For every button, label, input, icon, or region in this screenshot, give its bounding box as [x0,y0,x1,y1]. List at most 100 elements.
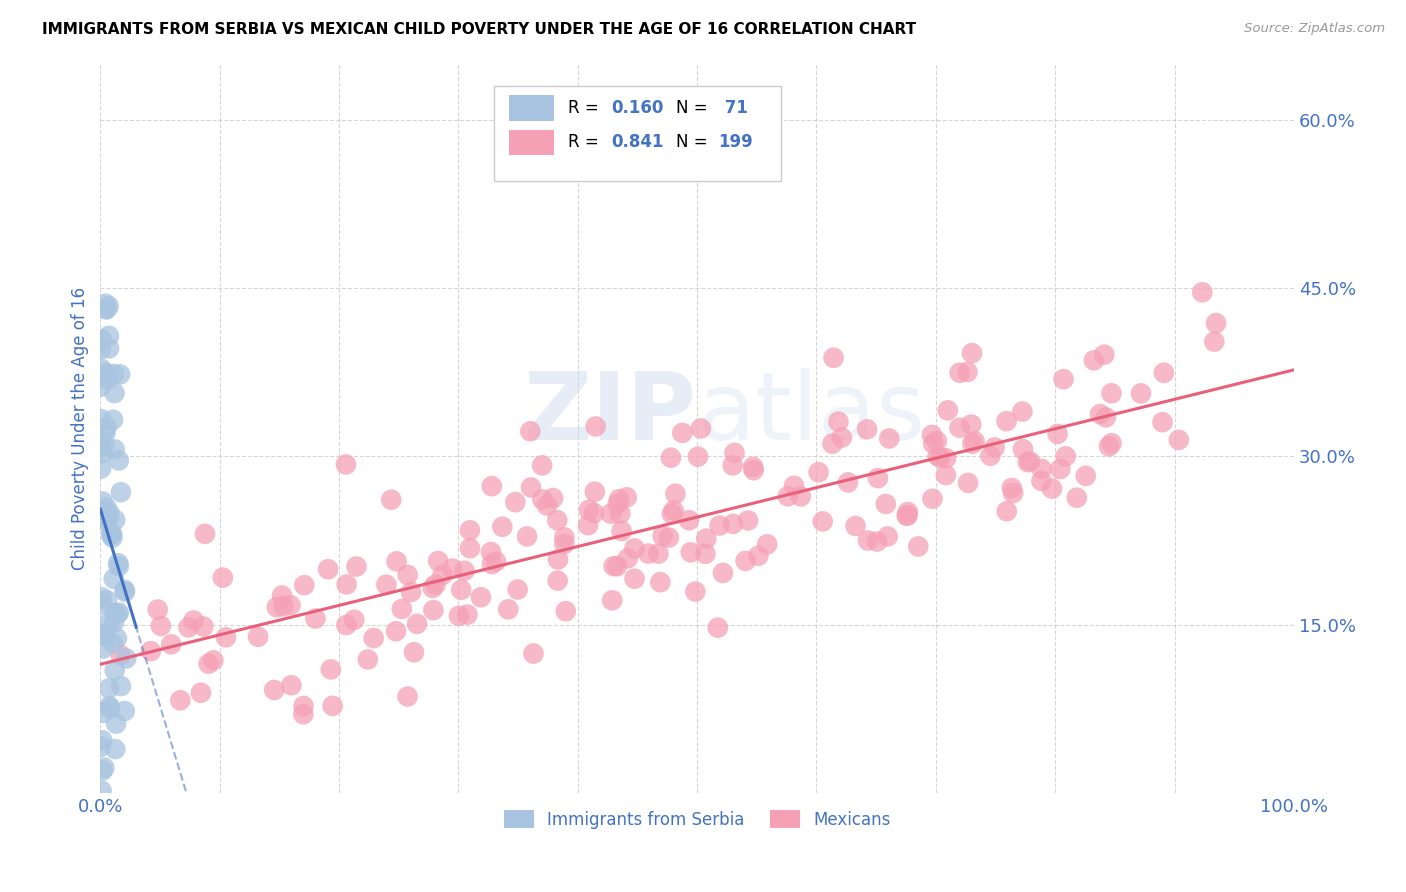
Point [685,584,707,599]
Point [89,379,111,393]
Point [90,461,112,475]
Point [396,690,419,704]
Point [1191,285,1213,300]
Point [90,597,112,611]
Point [97,372,120,386]
Point [678,513,700,527]
Point [1088,407,1111,421]
Point [927,449,949,463]
Point [149,619,172,633]
Point [546,513,568,527]
Point [606,497,628,511]
Point [458,523,481,537]
Point [957,475,980,490]
Point [522,647,544,661]
Point [578,503,600,517]
Point [811,515,834,529]
Point [647,547,669,561]
Point [747,549,769,563]
Point [90,784,112,798]
Point [96,513,118,527]
Point [1040,482,1063,496]
Point [103,572,125,586]
Point [658,531,681,545]
Point [711,566,734,580]
Point [1011,404,1033,418]
Point [935,468,957,483]
Point [963,434,986,449]
Point [90,361,112,376]
Point [516,529,538,543]
Point [104,513,127,527]
Point [583,484,606,499]
Point [936,403,959,417]
Point [661,507,683,521]
Point [607,492,630,507]
Point [103,615,125,630]
Point [110,679,132,693]
Text: N =: N = [676,133,713,151]
Point [623,541,645,556]
Point [505,495,527,509]
Point [616,490,638,504]
Point [737,513,759,527]
Point [91,706,114,720]
Point [103,386,125,401]
Point [960,346,983,360]
Point [456,607,478,622]
Point [651,529,673,543]
Point [104,742,127,756]
Point [97,299,120,313]
Point [197,657,219,671]
Point [583,506,606,520]
Point [695,547,717,561]
Point [108,559,131,574]
Point [183,614,205,628]
Point [1049,462,1071,476]
Point [742,463,765,477]
Point [585,419,607,434]
Point [94,626,117,640]
Point [1002,486,1025,500]
Point [103,367,125,381]
Point [107,606,129,620]
Point [481,479,503,493]
Point [105,632,128,646]
Point [346,559,368,574]
Text: N =: N = [676,99,713,117]
Point [496,602,519,616]
Point [319,662,342,676]
Point [686,450,709,464]
Point [396,568,419,582]
Point [541,491,564,505]
Point [907,540,929,554]
Point [689,421,711,435]
FancyBboxPatch shape [495,86,780,181]
Point [266,600,288,615]
Point [1052,372,1074,386]
Point [1019,454,1042,468]
Point [709,518,731,533]
Point [336,577,359,591]
Point [609,507,631,521]
Point [91,764,114,778]
Point [422,581,444,595]
Point [97,511,120,525]
Point [453,564,475,578]
Point [921,428,943,442]
Point [114,585,136,599]
Point [519,424,541,438]
Text: 71: 71 [718,99,748,117]
Point [1101,386,1123,401]
Point [1001,481,1024,495]
Text: 199: 199 [718,133,754,151]
Point [363,631,385,645]
Point [458,541,481,556]
Point [506,582,529,597]
Point [399,585,422,599]
Point [91,733,114,747]
Point [93,437,115,451]
Point [427,554,450,568]
Point [1031,474,1053,488]
Point [962,436,984,450]
